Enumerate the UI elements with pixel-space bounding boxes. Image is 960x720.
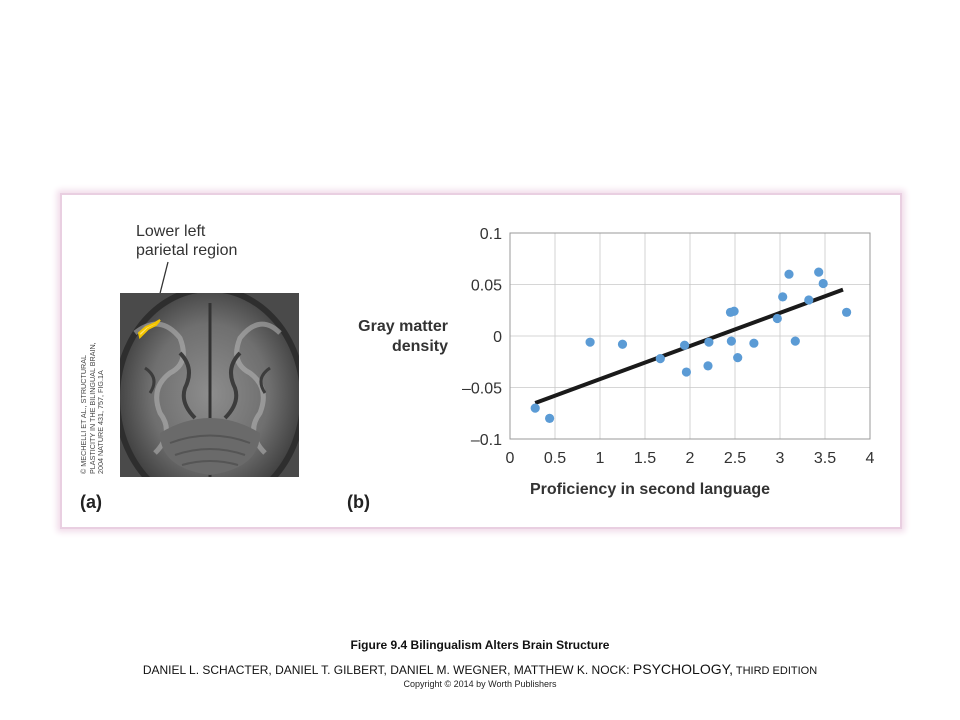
data-point <box>545 413 555 423</box>
panel-a-label: (a) <box>80 492 102 512</box>
credit-line: 2004 NATURE 431, 757, FIG.1A <box>96 370 105 474</box>
edition: THIRD EDITION <box>733 665 818 677</box>
scatter-plot: 0 0.5 1 1.5 2 2.5 3 3.5 4 0.1 0.05 0 –0.05 –0.1 Profic… <box>462 226 875 498</box>
data-point <box>749 338 759 348</box>
data-point <box>804 295 814 305</box>
book-citation: DANIEL L. SCHACTER, DANIEL T. GILBERT, D… <box>0 661 960 677</box>
data-point <box>530 403 540 413</box>
data-point <box>729 306 739 316</box>
region-label-line: parietal region <box>136 242 238 259</box>
y-tick-label: 0.05 <box>471 278 502 295</box>
authors: DANIEL L. SCHACTER, DANIEL T. GILBERT, D… <box>142 663 633 677</box>
data-point <box>585 337 595 347</box>
figure-caption: Figure 9.4 Bilingualism Alters Brain Str… <box>350 638 610 652</box>
y-tick-label: 0.1 <box>480 226 502 243</box>
data-point <box>617 339 628 349</box>
x-tick-label: 1.5 <box>634 450 656 467</box>
region-label: Lower left parietal region <box>136 222 237 260</box>
x-axis-label: Proficiency in second language <box>530 481 770 498</box>
data-point <box>784 269 794 279</box>
x-tick-label: 3 <box>776 450 785 467</box>
x-tick-label: 4 <box>866 450 875 467</box>
data-point <box>680 340 690 350</box>
data-point <box>790 336 800 346</box>
trend-line <box>534 287 844 405</box>
x-tick-label: 0 <box>506 450 515 467</box>
y-tick-label: –0.1 <box>471 432 502 449</box>
data-point <box>704 337 714 347</box>
data-point <box>842 307 852 317</box>
x-tick-label: 0.5 <box>544 450 566 467</box>
panel-b-label: (b) <box>347 492 370 512</box>
y-tick-label: –0.05 <box>462 381 502 398</box>
x-tick-label: 1 <box>596 450 605 467</box>
x-tick-label: 2 <box>686 450 695 467</box>
y-axis-label: Gray matter density <box>330 317 448 357</box>
data-point <box>655 354 665 364</box>
data-point <box>681 367 691 377</box>
book-title: PSYCHOLOGY, <box>632 661 734 677</box>
y-axis-label-line: density <box>391 338 448 355</box>
data-point <box>726 336 736 346</box>
data-point <box>814 267 824 277</box>
x-tick-label: 2.5 <box>724 450 746 467</box>
data-point <box>772 313 782 324</box>
plot-border <box>509 232 871 440</box>
data-point <box>703 361 713 371</box>
copyright: Copyright © 2014 by Worth Publishers <box>403 679 557 689</box>
data-point <box>778 292 788 302</box>
data-point <box>818 278 828 289</box>
image-credit: © MECHELLI ET AL., STRUCTURAL PLASTICITY… <box>79 294 106 474</box>
brain-scan-image <box>120 293 299 477</box>
x-tick-label: 3.5 <box>814 450 836 467</box>
y-axis-label-line: Gray matter <box>358 318 448 335</box>
region-label-line: Lower left <box>136 223 206 240</box>
y-tick-label: 0 <box>493 329 502 346</box>
data-point <box>733 353 743 363</box>
